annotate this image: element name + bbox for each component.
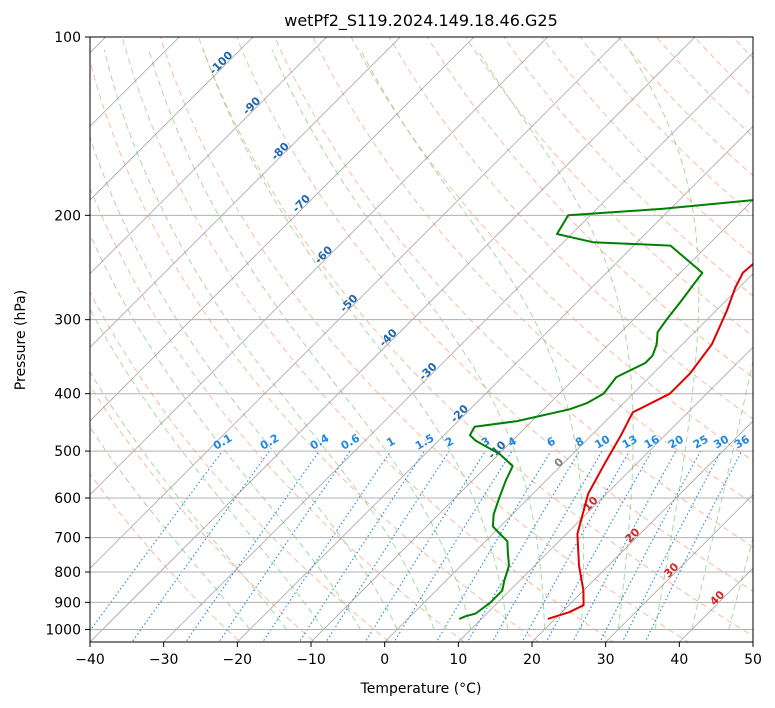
x-tick-label: 40 [670, 652, 688, 668]
chart-title: wetPf2_S119.2024.149.18.46.G25 [284, 11, 558, 31]
x-axis-title: Temperature (°C) [360, 681, 482, 697]
dry-adiabat-line [121, 37, 615, 642]
dry-adiabat-line [236, 37, 753, 592]
skewed-isotherms [90, 37, 753, 642]
y-axis-title: Pressure (hPa) [13, 290, 29, 390]
dry-adiabat-line [350, 37, 753, 462]
x-tick-label: −20 [223, 652, 253, 668]
y-tick-label: 800 [54, 565, 81, 581]
y-tick-label: 1000 [45, 622, 81, 638]
dry-adiabat-line [90, 384, 316, 642]
isotherm-line [90, 37, 475, 422]
dry-adiabat-line [312, 37, 753, 505]
mixing-ratio-line [325, 450, 450, 642]
x-tick-label: 50 [744, 652, 762, 668]
moist-adiabat-line [691, 358, 753, 630]
dry-adiabat-line [426, 37, 753, 378]
plot-area: -100-90-80-70-60-50-40-30-20-10010203040… [90, 37, 753, 642]
mixing-ratio-line [185, 450, 320, 642]
x-tick-label: −10 [296, 652, 326, 668]
x-tick-label: 0 [380, 652, 389, 668]
y-tick-label: 600 [54, 491, 81, 507]
mixing-ratio-line [435, 450, 552, 642]
isotherm-line [90, 37, 254, 201]
y-tick-label: 200 [54, 208, 81, 224]
profiles [458, 199, 753, 620]
moist-adiabat-line [271, 49, 546, 630]
moist-adiabat-line [90, 135, 398, 630]
moist-adiabat-line [476, 49, 634, 630]
isotherm-line [90, 37, 401, 348]
x-axis: −40 −30 −20 −10 0 10 20 30 40 50 [75, 642, 762, 668]
moist-adiabat-line [103, 49, 435, 630]
moist-adiabat-line [90, 370, 288, 630]
mixing-ratio-line [262, 450, 392, 642]
isotherm-line [531, 420, 753, 642]
x-tick-label: 10 [449, 652, 467, 668]
y-tick-label: 700 [54, 531, 81, 547]
dry-adiabat-line [541, 37, 753, 257]
isotherm-line [90, 37, 622, 569]
y-tick-label: 300 [54, 313, 81, 329]
dry-adiabat-line [617, 37, 753, 177]
y-tick-label: 500 [54, 444, 81, 460]
isotherm-line [90, 37, 696, 642]
isotherm-line [384, 273, 753, 642]
mixing-ratio-line [644, 450, 743, 642]
isotherm-line [605, 494, 753, 642]
dry-adiabat-line [90, 59, 540, 642]
y-tick-label: 100 [54, 30, 81, 46]
dry-adiabat-line [159, 37, 690, 642]
moist-adiabat-line [728, 536, 753, 630]
dewpoint-profile-line [458, 199, 753, 620]
dry-adiabat-line [388, 37, 753, 420]
y-axis: 1000 900 800 700 600 500 400 300 200 100 [45, 30, 90, 638]
isotherm-line [310, 199, 753, 642]
moist-adiabat-line [90, 308, 324, 630]
mixing-ratio-line [298, 450, 425, 642]
isotherm-line [163, 52, 753, 642]
moist-adiabat-line [90, 426, 251, 630]
mixing-ratio-line [545, 450, 653, 642]
isotherm-line [90, 37, 327, 275]
y-tick-label: 400 [54, 387, 81, 403]
y-tick-label: 900 [54, 595, 81, 611]
mixing-ratio-lines [90, 450, 743, 642]
dry-adiabat-line [90, 186, 465, 642]
dry-adiabat-line [503, 37, 753, 297]
mixing-ratio-line [131, 450, 270, 642]
plot-frame [89, 36, 754, 643]
temperature-profile-line [547, 262, 753, 620]
isotherm-line [90, 37, 548, 496]
x-tick-label: 20 [523, 652, 541, 668]
pressure-gridlines [90, 37, 753, 630]
moist-adiabat-line [148, 49, 472, 630]
isotherm-line [458, 346, 753, 642]
x-tick-label: −40 [75, 652, 105, 668]
moist-adiabat-line [90, 232, 361, 630]
mixing-ratio-line [466, 450, 580, 642]
x-tick-label: 30 [597, 652, 615, 668]
mixing-ratio-line [491, 450, 603, 642]
mixing-ratio-line [218, 450, 351, 642]
moist-adiabat-line [202, 49, 509, 630]
dry-adiabats [90, 37, 753, 642]
isotherm-line [237, 125, 753, 642]
dry-adiabat-line [579, 37, 753, 217]
dry-adiabat-line [197, 37, 753, 637]
x-tick-label: −30 [149, 652, 179, 668]
